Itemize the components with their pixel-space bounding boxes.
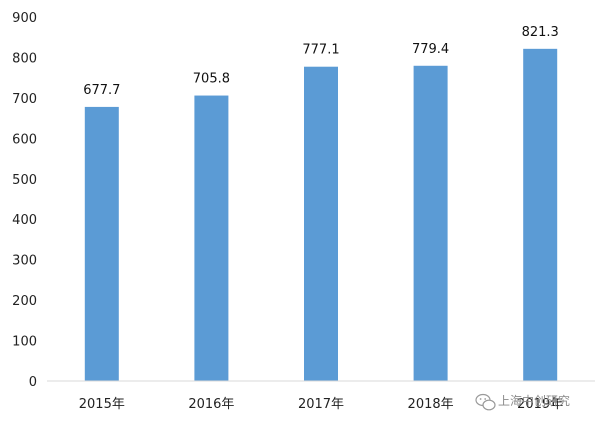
data-label: 677.7 <box>83 83 120 98</box>
data-label: 779.4 <box>412 42 449 57</box>
y-tick-label: 400 <box>12 213 37 228</box>
y-tick-label: 600 <box>12 132 37 147</box>
y-tick-label: 700 <box>12 92 37 107</box>
y-axis: 0 100 200 300 400 500 600 700 800 900 <box>12 11 37 390</box>
y-tick-label: 100 <box>12 335 37 350</box>
y-tick-label: 500 <box>12 173 37 188</box>
data-label: 705.8 <box>193 72 230 87</box>
x-category-label: 2016年 <box>188 397 234 412</box>
y-tick-label: 300 <box>12 254 37 269</box>
bars-group <box>84 48 558 382</box>
watermark-text: 上海中创研究 <box>498 393 570 408</box>
wechat-icon <box>475 393 496 411</box>
x-category-label: 2015年 <box>79 397 125 412</box>
bar <box>413 65 448 381</box>
watermark: 上海中创研究 <box>475 393 570 411</box>
x-category-label: 2018年 <box>408 397 454 412</box>
x-category-label: 2019年 <box>517 397 563 412</box>
y-tick-label: 800 <box>12 51 37 66</box>
bar <box>194 95 229 381</box>
data-label: 821.3 <box>522 25 559 40</box>
y-tick-label: 0 <box>29 375 37 390</box>
data-label: 777.1 <box>302 43 339 58</box>
data-labels-group: 677.7 705.8 777.1 779.4 821.3 <box>83 25 559 98</box>
y-tick-label: 900 <box>12 11 37 26</box>
bar <box>523 48 558 382</box>
x-axis: 2015年 2016年 2017年 2018年 2019年 <box>79 397 563 412</box>
y-tick-label: 200 <box>12 294 37 309</box>
bar <box>84 106 119 382</box>
bar <box>304 66 338 381</box>
x-category-label: 2017年 <box>298 397 344 412</box>
